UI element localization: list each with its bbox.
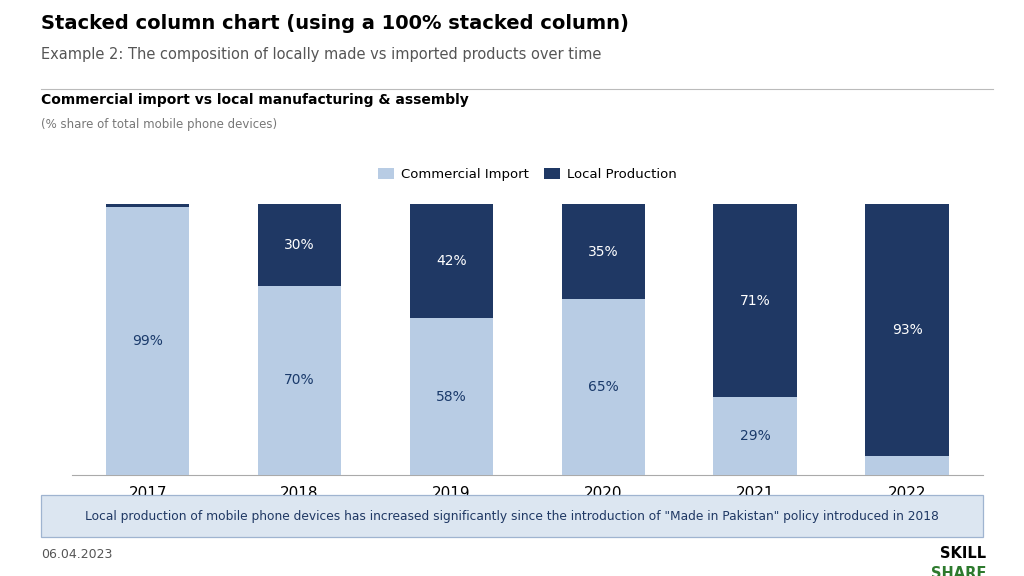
Text: 29%: 29%	[739, 429, 771, 443]
Text: 30%: 30%	[285, 238, 314, 252]
Bar	[561, 204, 645, 300]
Text: SKILL: SKILL	[940, 546, 986, 561]
Text: 93%: 93%	[892, 323, 923, 338]
Text: 71%: 71%	[739, 294, 771, 308]
Text: 06.04.2023: 06.04.2023	[41, 548, 113, 562]
Text: 42%: 42%	[436, 255, 467, 268]
Bar	[258, 204, 341, 286]
FancyBboxPatch shape	[41, 495, 983, 537]
Text: Local production of mobile phone devices has increased significantly since the i: Local production of mobile phone devices…	[85, 510, 939, 522]
Bar	[714, 397, 797, 475]
Text: Example 2: The composition of locally made vs imported products over time: Example 2: The composition of locally ma…	[41, 47, 601, 62]
Text: 65%: 65%	[588, 380, 618, 394]
Text: Commercial import vs local manufacturing & assembly: Commercial import vs local manufacturing…	[41, 93, 469, 107]
Bar	[410, 204, 494, 318]
Bar	[105, 207, 189, 475]
Bar	[561, 300, 645, 475]
Text: 35%: 35%	[588, 245, 618, 259]
Text: Illustrative: Illustrative	[904, 24, 974, 37]
Bar	[105, 204, 189, 207]
Legend: Commercial Import, Local Production: Commercial Import, Local Production	[373, 162, 682, 186]
Text: SHARE: SHARE	[931, 566, 986, 576]
Text: (% share of total mobile phone devices): (% share of total mobile phone devices)	[41, 118, 278, 131]
Bar	[865, 204, 949, 456]
Bar	[410, 318, 494, 475]
Text: Stacked column chart (using a 100% stacked column): Stacked column chart (using a 100% stack…	[41, 14, 629, 33]
Text: 99%: 99%	[132, 334, 163, 348]
Bar	[714, 204, 797, 397]
Text: 70%: 70%	[285, 373, 314, 388]
Bar	[258, 286, 341, 475]
Bar	[865, 456, 949, 475]
Text: 58%: 58%	[436, 390, 467, 404]
